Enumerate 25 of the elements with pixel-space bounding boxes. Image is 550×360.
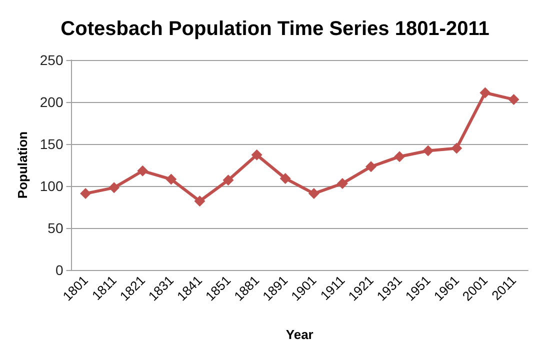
point xyxy=(166,174,177,185)
point xyxy=(480,87,491,98)
point xyxy=(280,172,291,184)
y-tick-label: 150 xyxy=(40,136,64,152)
y-axis-title: Population xyxy=(15,131,30,199)
point xyxy=(394,151,406,162)
point xyxy=(308,188,320,200)
point xyxy=(251,149,262,160)
y-tick-label: 200 xyxy=(40,94,64,110)
point xyxy=(108,182,120,194)
x-axis-title: Year xyxy=(286,327,314,342)
point xyxy=(508,94,520,105)
point xyxy=(137,165,148,176)
point xyxy=(222,174,234,186)
point xyxy=(451,142,462,154)
y-tick-label: 50 xyxy=(48,220,64,236)
point xyxy=(194,196,206,207)
point xyxy=(365,161,376,172)
y-tick-label: 100 xyxy=(40,178,64,194)
point xyxy=(80,188,92,200)
chart-title: Cotesbach Population Time Series 1801-2011 xyxy=(60,18,490,40)
point xyxy=(336,178,348,189)
y-tick-label: 0 xyxy=(55,262,64,278)
point xyxy=(422,145,434,156)
y-tick-label: 250 xyxy=(40,52,64,68)
